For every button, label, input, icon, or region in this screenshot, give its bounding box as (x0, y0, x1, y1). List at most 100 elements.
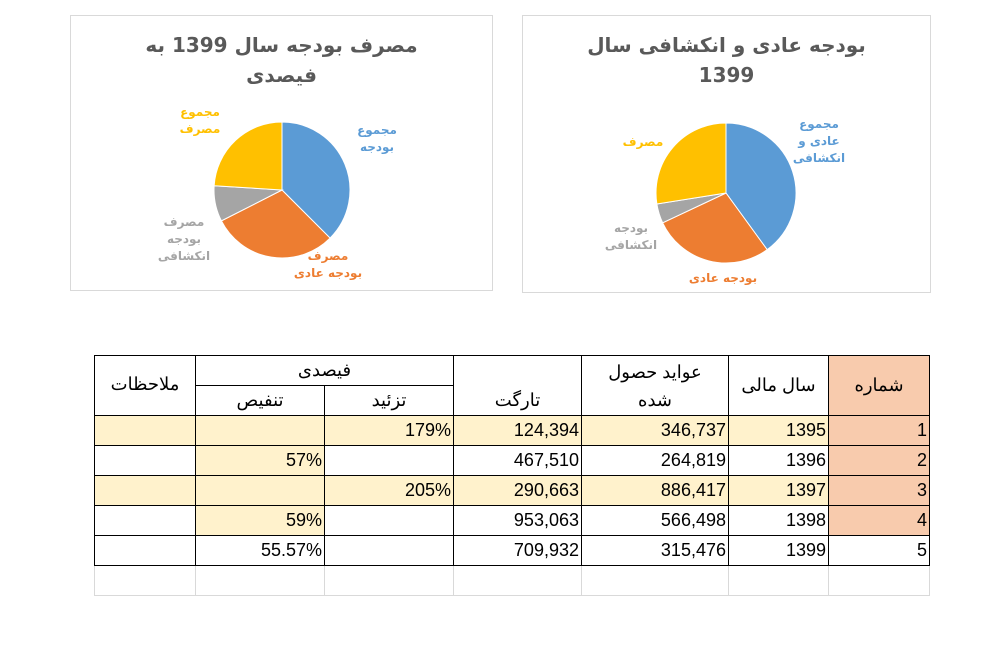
cell-revenue: 346,737 (581, 415, 729, 446)
cell-revenue: 566,498 (581, 505, 729, 536)
slice-label-usage: مصرف (621, 134, 665, 151)
label-line: مصرف (307, 249, 349, 263)
cell-year: 1397 (728, 475, 829, 506)
cell-increase: 205% (324, 475, 454, 506)
cell-year: 1398 (728, 505, 829, 536)
chart-title: مصرف بودجه سال 1399 به فیصدی (71, 30, 492, 90)
slice-label-total-usage: مجموع مصرف (175, 104, 225, 138)
chart-title-line2: فیصدی (246, 63, 317, 87)
label-line: مصرف (179, 122, 221, 136)
cell-year: 1399 (728, 535, 829, 566)
cell-increase (324, 505, 454, 536)
cell-decrease: 59% (195, 505, 325, 536)
header-revenue-line2: شده (638, 389, 672, 410)
empty-cell[interactable] (581, 565, 729, 596)
chart-budget-usage-percent[interactable]: مصرف بودجه سال 1399 به فیصدی مجموع بودجه… (70, 15, 493, 291)
label-line: مجموع (799, 117, 839, 131)
cell-decrease (195, 475, 325, 506)
header-revenue: عواید حصول شده (581, 355, 729, 416)
cell-target: 953,063 (453, 505, 582, 536)
label-line: مصرف (622, 135, 664, 149)
cell-target: 290,663 (453, 475, 582, 506)
pie-slice-0[interactable] (725, 122, 797, 251)
label-line: بودجه (613, 221, 649, 235)
label-line: عادی و (798, 134, 840, 148)
header-remarks: ملاحظات (94, 355, 196, 416)
empty-cell[interactable] (195, 565, 325, 596)
cell-target: 467,510 (453, 445, 582, 476)
label-line: بودجه عادی (293, 266, 363, 280)
chart-regular-dev-budget[interactable]: بودجه عادی و انکشافی سال 1399 مجموع عادی… (522, 15, 931, 293)
slice-label-dev-usage: مصرف بودجه انکشافی (157, 214, 211, 265)
header-blank (453, 355, 582, 386)
cell-number: 4 (828, 505, 930, 536)
slice-label-dev-budget: بودجه انکشافی (603, 220, 659, 254)
header-fiscal-year: سال مالی (728, 355, 829, 416)
table-row: 59% 953,063 566,498 1398 4 (94, 505, 930, 536)
revenue-table: ملاحظات فیصدی عواید حصول شده سال مالی شم… (94, 355, 930, 596)
cell-revenue: 315,476 (581, 535, 729, 566)
chart-title: بودجه عادی و انکشافی سال 1399 (523, 30, 930, 90)
empty-cell[interactable] (728, 565, 829, 596)
cell-year: 1395 (728, 415, 829, 446)
pie-slice-1[interactable] (220, 189, 331, 259)
slice-label-regular-usage: مصرف بودجه عادی (283, 248, 373, 282)
cell-increase (324, 445, 454, 476)
label-line: انکشافی (604, 238, 658, 252)
cell-target: 124,394 (453, 415, 582, 446)
cell-revenue: 886,417 (581, 475, 729, 506)
cell-number: 3 (828, 475, 930, 506)
cell-remarks (94, 505, 196, 536)
chart-title-line2: 1399 (698, 63, 755, 87)
pie-chart (213, 121, 351, 259)
pie-slice-0[interactable] (281, 121, 351, 239)
label-line: انکشافی (792, 151, 846, 165)
label-line: بودجه (359, 140, 395, 154)
cell-decrease: 57% (195, 445, 325, 476)
chart-title-line1: مصرف بودجه سال 1399 به (145, 33, 418, 57)
label-line: مجموع (357, 123, 397, 137)
chart-title-line1: بودجه عادی و انکشافی سال (587, 33, 866, 57)
table-row: 55.57% 709,932 315,476 1399 5 (94, 535, 930, 566)
empty-cell[interactable] (324, 565, 454, 596)
cell-increase: 179% (324, 415, 454, 446)
pie-slice-3[interactable] (213, 121, 283, 191)
cell-decrease (195, 415, 325, 446)
header-target: تارگت (453, 385, 582, 416)
cell-remarks (94, 535, 196, 566)
slice-label-total-regular-dev: مجموع عادی و انکشافی (791, 116, 847, 167)
empty-cell[interactable] (828, 565, 930, 596)
table-row: 205% 290,663 886,417 1397 3 (94, 475, 930, 506)
pie-chart (655, 122, 797, 264)
cell-remarks (94, 415, 196, 446)
cell-decrease: 55.57% (195, 535, 325, 566)
empty-cell[interactable] (94, 565, 196, 596)
table-row: 57% 467,510 264,819 1396 2 (94, 445, 930, 476)
cell-increase (324, 535, 454, 566)
header-number: شماره (828, 355, 930, 416)
cell-number: 5 (828, 535, 930, 566)
label-line: انکشافی (157, 249, 211, 263)
label-line: بودجه عادی (688, 271, 758, 285)
cell-number: 2 (828, 445, 930, 476)
pie-slice-1[interactable] (661, 192, 768, 264)
table-row: 179% 124,394 346,737 1395 1 (94, 415, 930, 446)
header-decrease: تنفیص (195, 385, 325, 416)
cell-remarks (94, 475, 196, 506)
header-revenue-line1: عواید حصول (608, 361, 702, 382)
header-percent: فیصدی (195, 355, 454, 386)
label-line: مجموع (180, 105, 220, 119)
empty-cell[interactable] (453, 565, 582, 596)
cell-number: 1 (828, 415, 930, 446)
slice-label-regular-budget: بودجه عادی (683, 270, 763, 287)
slice-label-total-budget: مجموع بودجه (347, 122, 407, 156)
header-increase: تزئید (324, 385, 454, 416)
cell-remarks (94, 445, 196, 476)
label-line: مصرف (163, 215, 205, 229)
cell-year: 1396 (728, 445, 829, 476)
pie-slice-3[interactable] (655, 122, 727, 205)
cell-revenue: 264,819 (581, 445, 729, 476)
empty-grid-row (94, 565, 930, 596)
cell-target: 709,932 (453, 535, 582, 566)
label-line: بودجه (166, 232, 202, 246)
